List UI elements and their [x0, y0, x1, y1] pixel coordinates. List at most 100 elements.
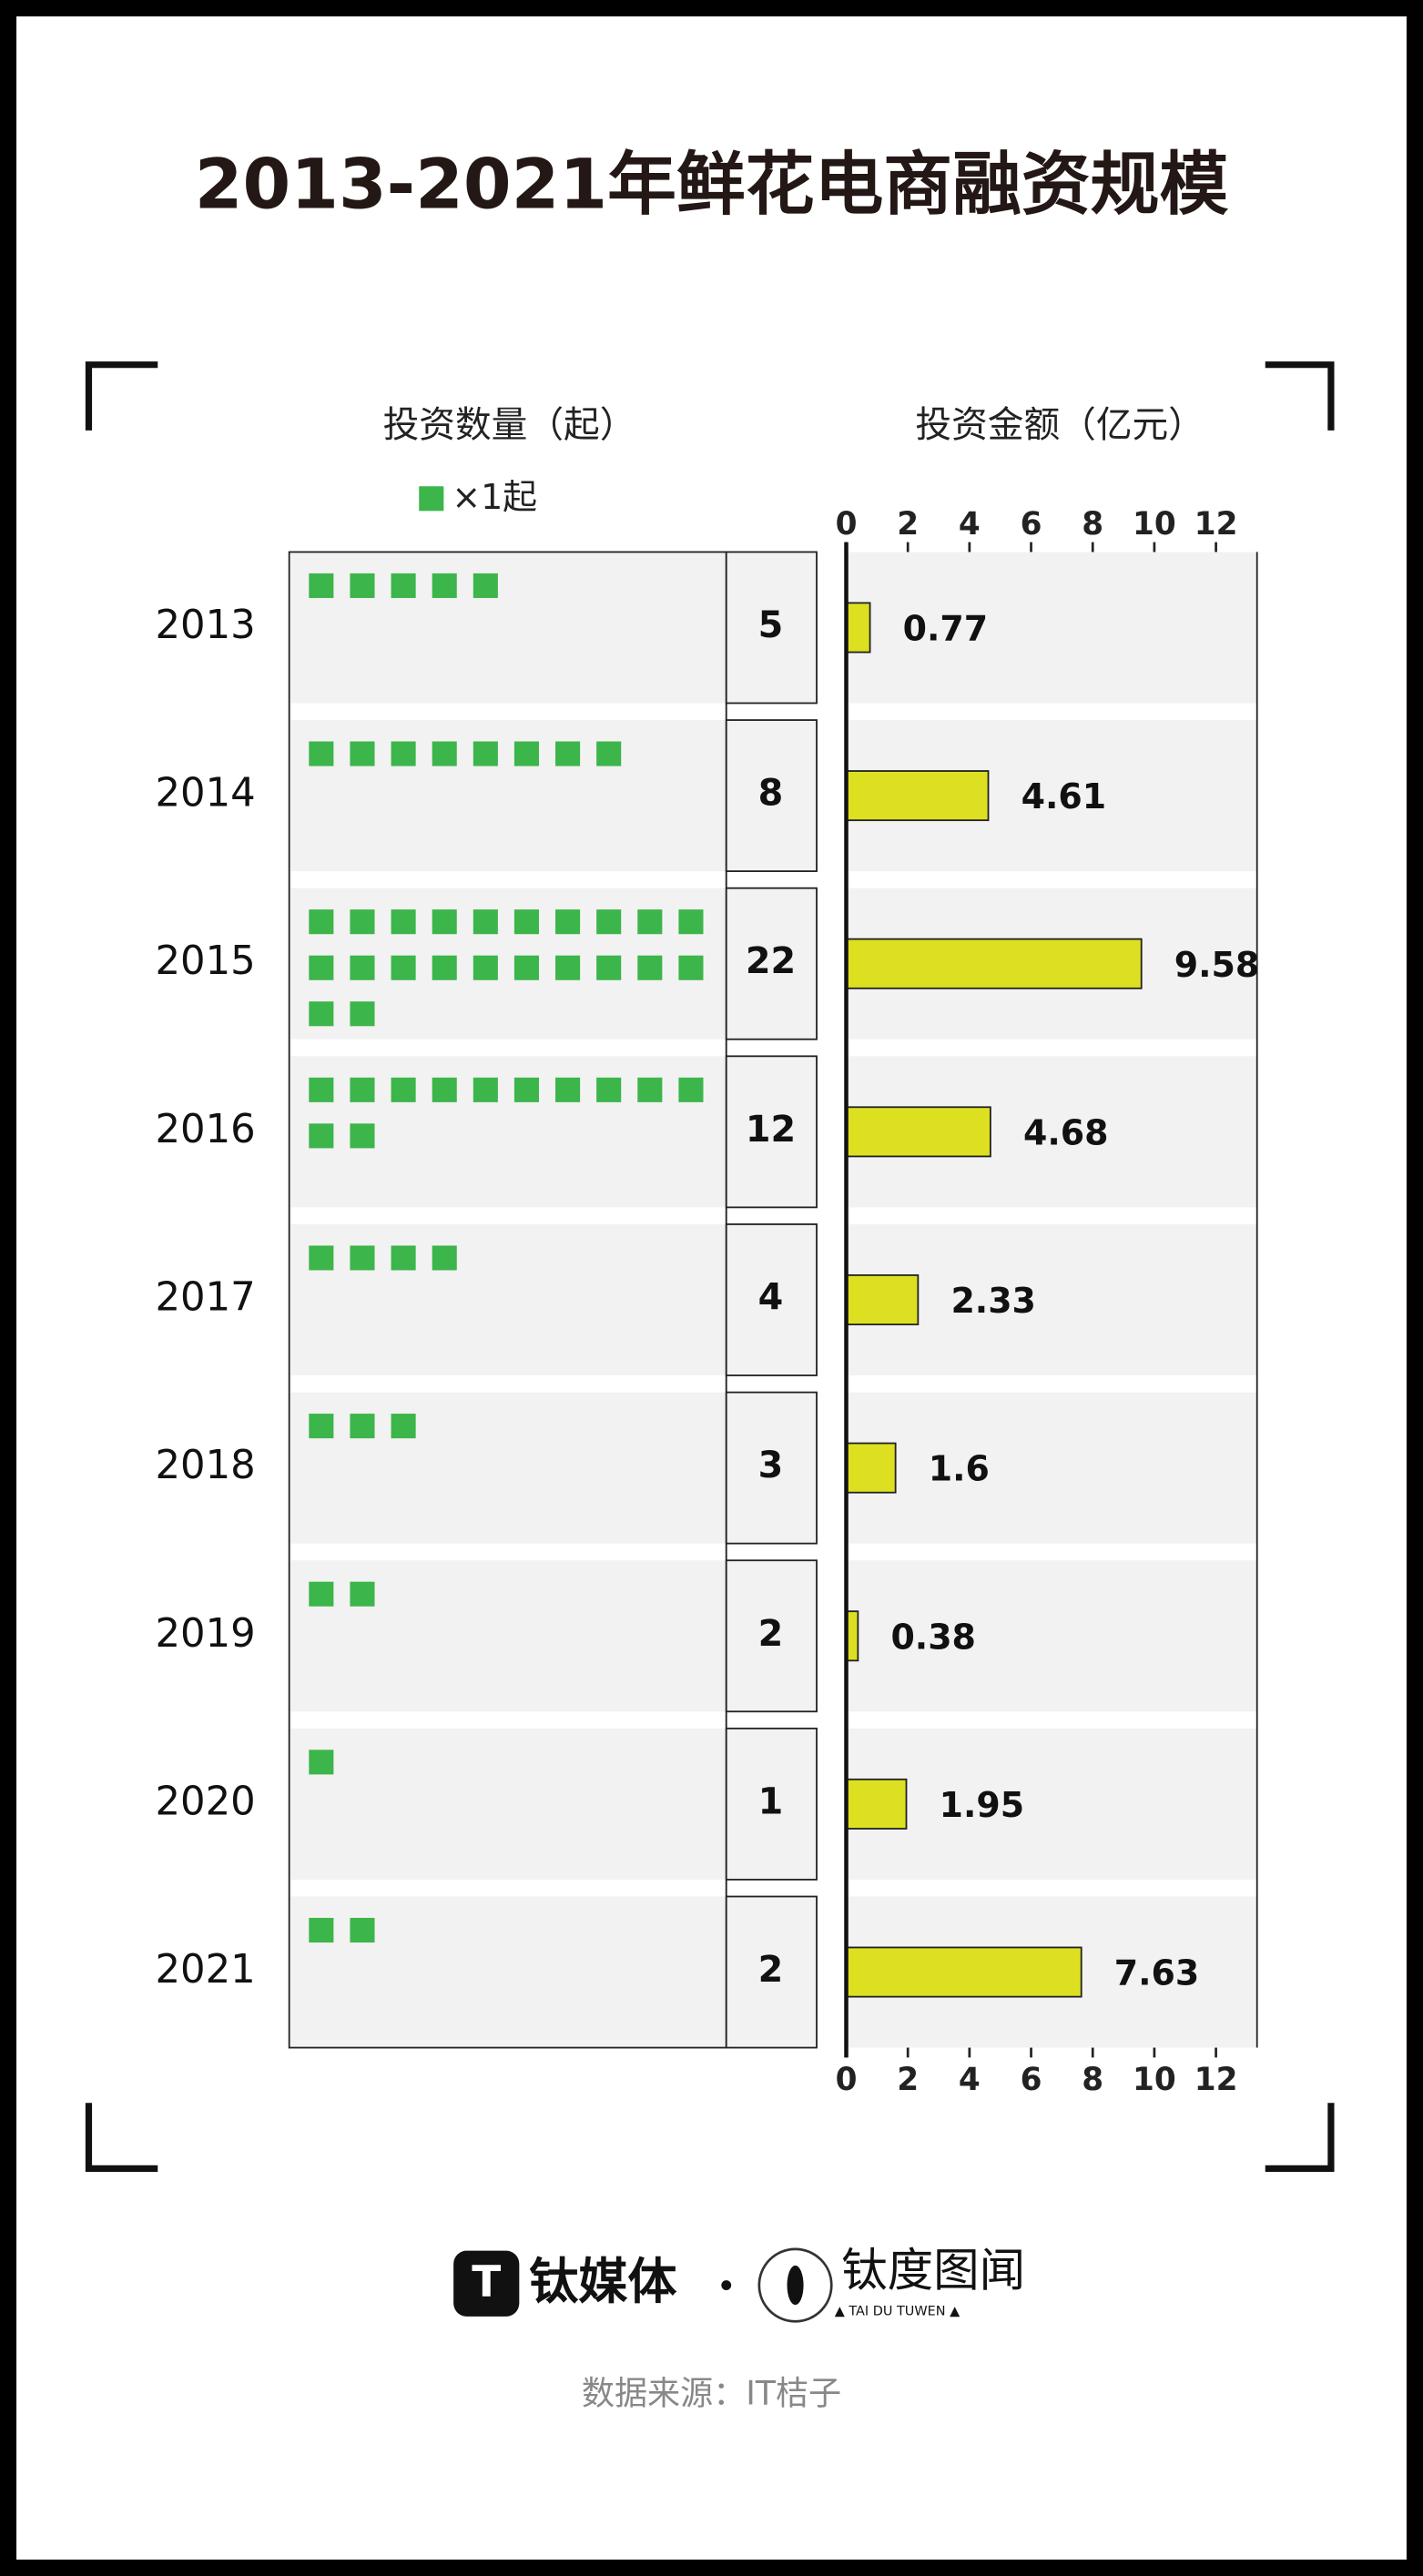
- row-gap: [290, 1039, 725, 1057]
- count-square: [432, 955, 457, 980]
- count-square: [596, 909, 622, 935]
- count-square: [391, 955, 416, 980]
- count-square: [513, 955, 539, 980]
- count-box: [725, 1727, 818, 1881]
- value-label: 7.63: [1114, 1953, 1200, 1993]
- count-square: [309, 1749, 334, 1775]
- count-box: [725, 1559, 818, 1713]
- category-label: 2016: [156, 1107, 256, 1152]
- count-square: [678, 1077, 704, 1102]
- count-square: [309, 1077, 334, 1102]
- logo-eye: [787, 2265, 804, 2306]
- count-squares: [309, 1414, 416, 1439]
- count-square: [350, 1581, 375, 1607]
- bar: [845, 938, 1143, 989]
- bar: [845, 602, 871, 654]
- count-square: [309, 1414, 334, 1439]
- count-square: [309, 741, 334, 766]
- count-squares: [309, 1749, 334, 1775]
- count-squares: [309, 741, 622, 766]
- count-label: 22: [746, 940, 796, 982]
- chart-title: 2013-2021年鲜花电商融资规模: [195, 145, 1229, 225]
- count-square: [596, 1077, 622, 1102]
- count-box: [725, 551, 818, 705]
- count-square: [309, 955, 334, 980]
- count-square: [432, 741, 457, 766]
- bar: [845, 1274, 920, 1325]
- count-square: [473, 573, 498, 598]
- bar: [845, 1442, 897, 1494]
- category-label: 2015: [156, 938, 256, 984]
- count-square: [637, 955, 663, 980]
- count-squares: [309, 1245, 457, 1271]
- count-square: [432, 573, 457, 598]
- count-square: [678, 909, 704, 935]
- count-square: [309, 1123, 334, 1149]
- category-label: 2019: [156, 1611, 256, 1657]
- count-square: [596, 741, 622, 766]
- count-square: [678, 955, 704, 980]
- count-label: 4: [758, 1276, 784, 1318]
- value-label: 2.33: [950, 1281, 1036, 1321]
- count-squares: [309, 573, 498, 598]
- count-box: [725, 1223, 818, 1376]
- category-label: 2021: [156, 1947, 256, 1993]
- count-label: 2: [758, 1949, 784, 1991]
- value-label: 0.77: [903, 609, 989, 649]
- count-square: [513, 1077, 539, 1102]
- count-square: [432, 1245, 457, 1271]
- bar: [845, 1778, 908, 1830]
- x-tick-label: 12: [1194, 2062, 1238, 2098]
- count-square: [555, 741, 581, 766]
- count-square: [473, 955, 498, 980]
- row-band: [846, 1728, 1257, 1880]
- x-tick-label: 12: [1194, 506, 1238, 543]
- value-label: 1.6: [929, 1449, 990, 1489]
- count-square: [391, 909, 416, 935]
- row-band: [846, 1392, 1257, 1544]
- row-gap: [290, 1879, 725, 1897]
- count-square: [391, 741, 416, 766]
- count-square: [637, 1077, 663, 1102]
- x-tick-label: 6: [1021, 506, 1042, 543]
- row-gap: [290, 1375, 725, 1393]
- row-gap: [290, 1207, 725, 1224]
- count-square: [309, 909, 334, 935]
- count-square: [309, 1917, 334, 1943]
- count-square: [350, 955, 375, 980]
- count-box: [725, 1391, 818, 1545]
- category-label: 2018: [156, 1443, 256, 1488]
- x-tick-label: 4: [959, 506, 981, 543]
- row-band: [846, 552, 1257, 704]
- separator: [721, 2280, 732, 2290]
- count-squares: [309, 1917, 375, 1943]
- row-gap: [290, 871, 725, 888]
- count-square: [555, 1077, 581, 1102]
- legend-label: ×1起: [452, 477, 537, 517]
- count-square: [391, 1414, 416, 1439]
- value-label: 4.61: [1022, 776, 1107, 816]
- category-label: 2020: [156, 1779, 256, 1824]
- x-tick-label: 4: [959, 2062, 981, 2098]
- series-header: 投资数量（起）: [383, 404, 636, 446]
- count-square: [309, 573, 334, 598]
- count-square: [473, 909, 498, 935]
- value-label: 1.95: [940, 1785, 1025, 1825]
- count-label: 5: [758, 604, 784, 646]
- count-square: [637, 909, 663, 935]
- brand-sub: ▲ TAI DU TUWEN ▲: [835, 2304, 961, 2318]
- value-label: 0.38: [890, 1617, 975, 1657]
- x-tick-label: 8: [1082, 506, 1103, 543]
- logo-glyph: T: [472, 2257, 501, 2307]
- row-gap: [290, 703, 725, 721]
- count-label: 12: [746, 1109, 796, 1151]
- corner-brackets: [85, 361, 1335, 2173]
- count-label: 8: [758, 773, 784, 815]
- count-label: 1: [758, 1780, 784, 1822]
- count-square: [596, 955, 622, 980]
- logo-icon: [453, 2250, 520, 2317]
- count-square: [350, 741, 375, 766]
- bar: [845, 1106, 991, 1158]
- count-square: [350, 1123, 375, 1149]
- series-header: 投资金额（亿元）: [915, 404, 1204, 446]
